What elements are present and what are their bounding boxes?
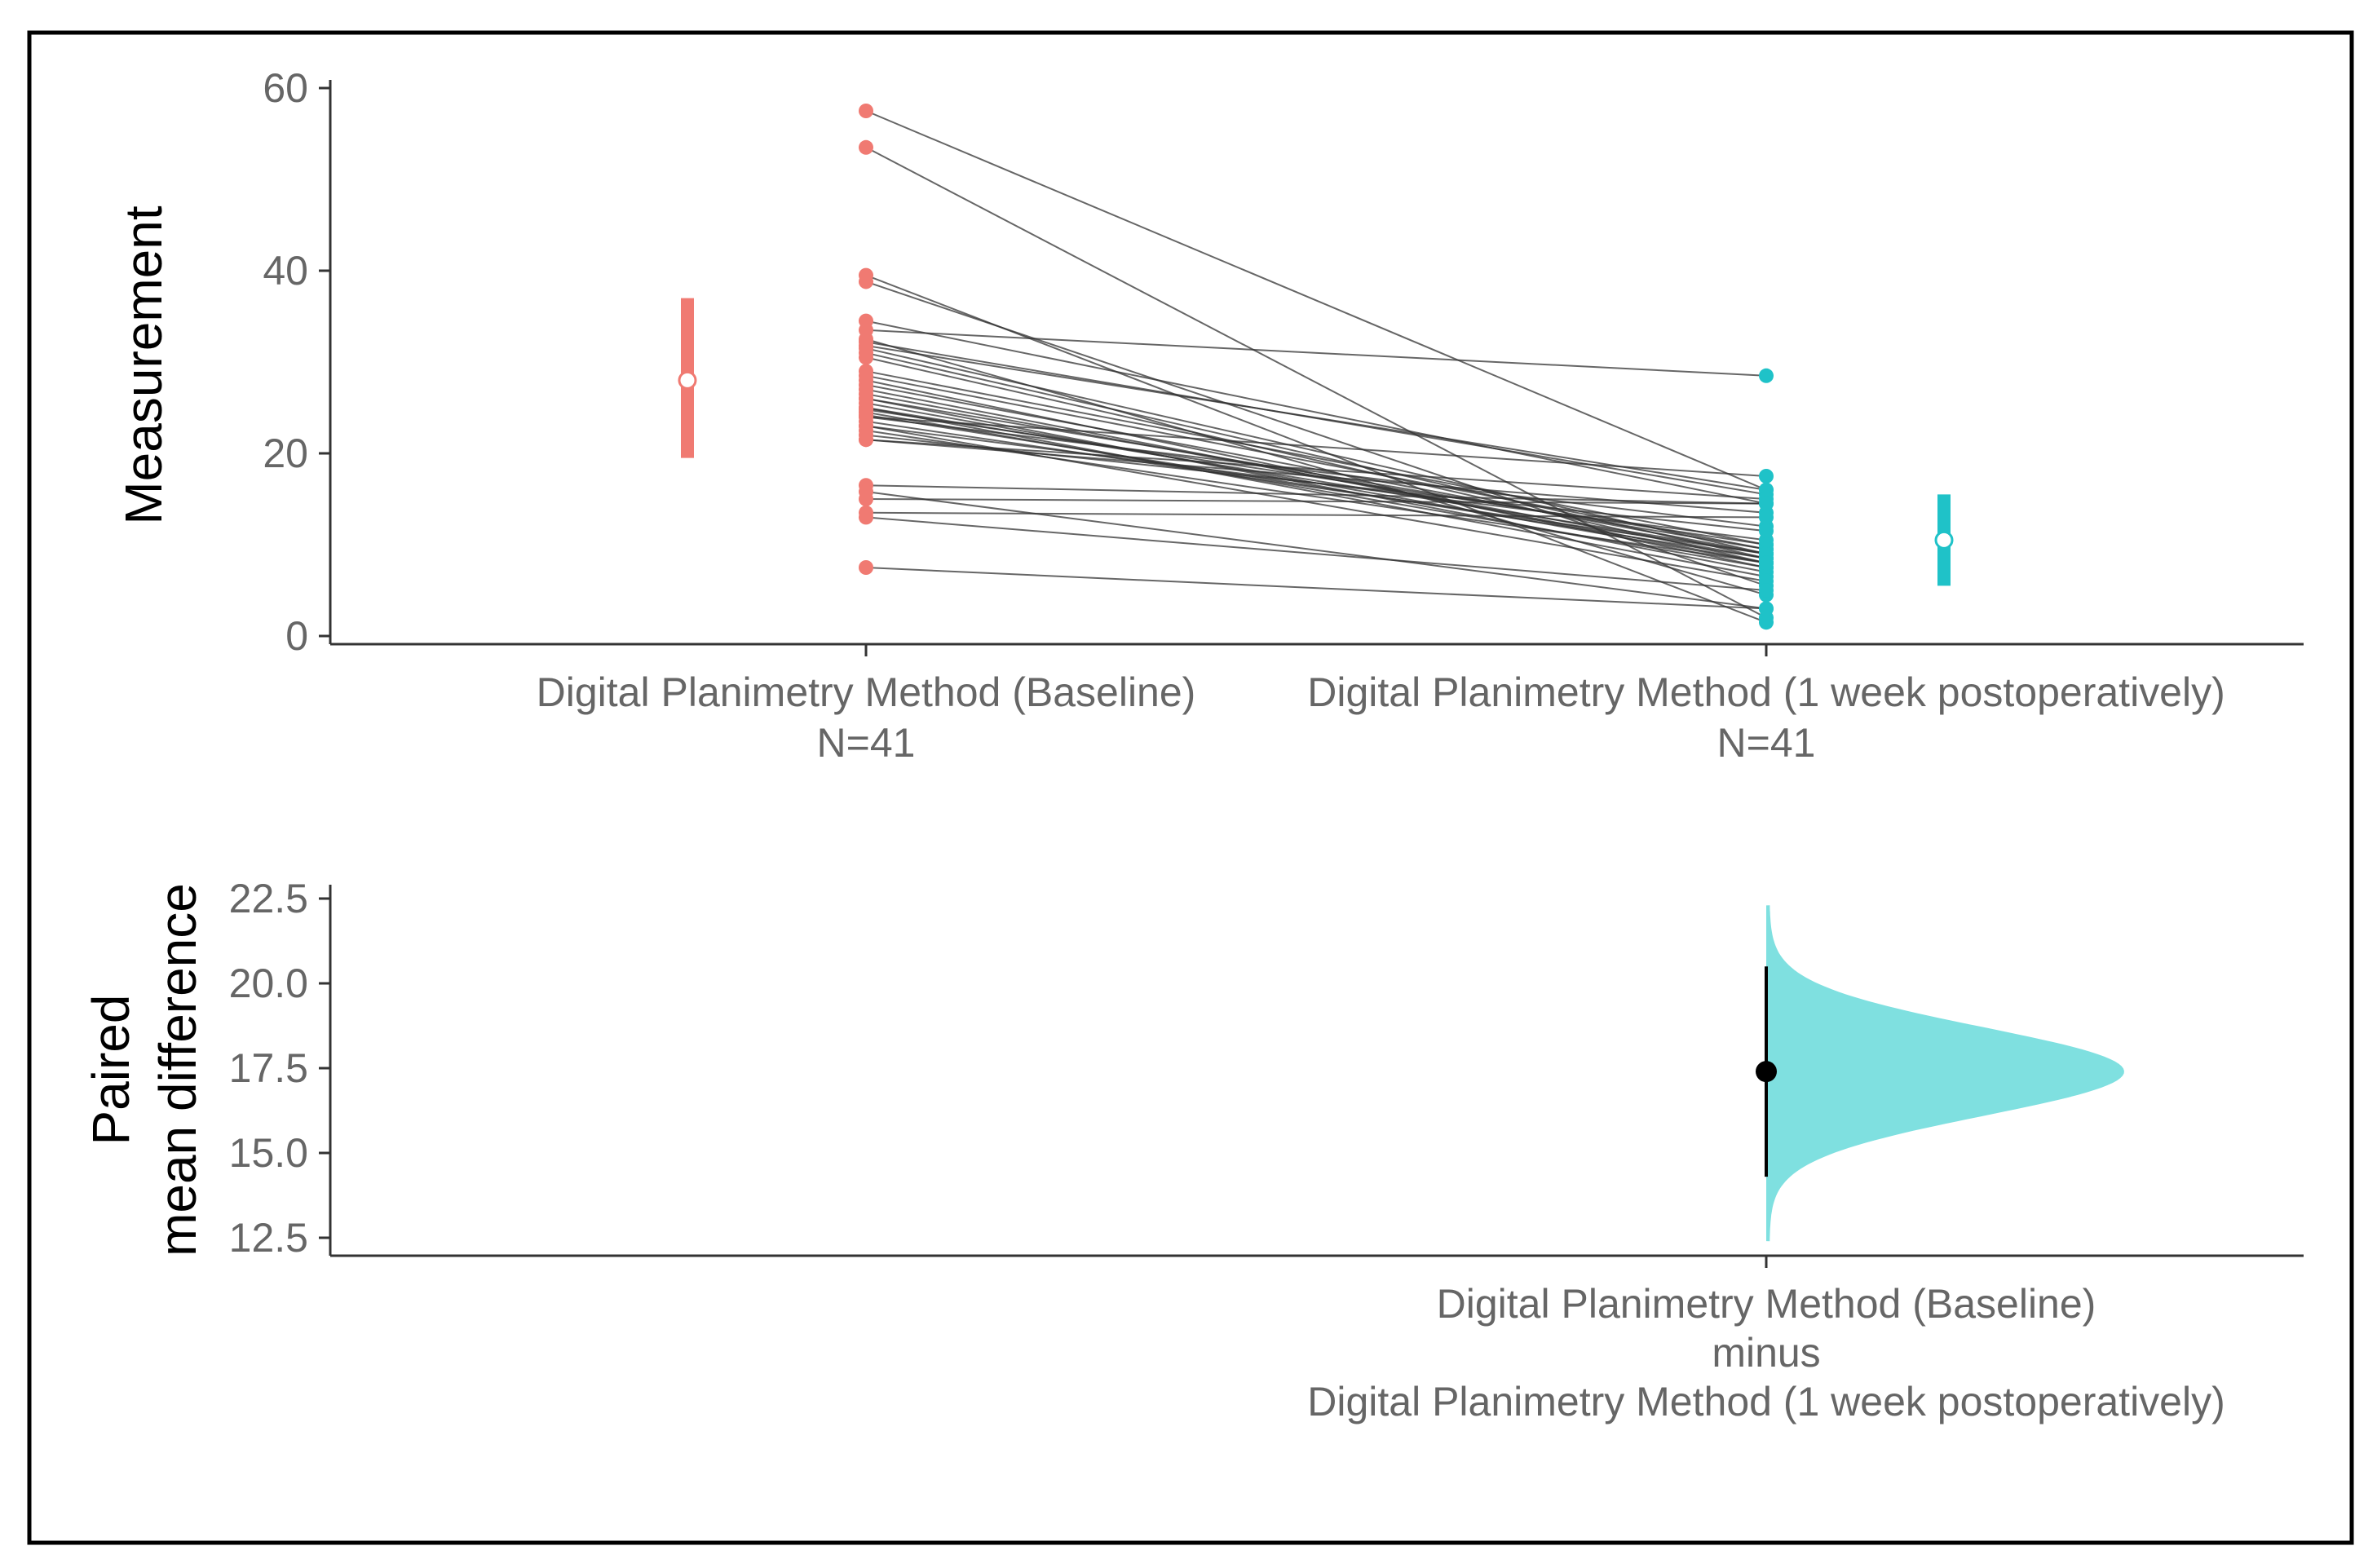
measurement-axes	[329, 80, 2304, 646]
paired-line	[865, 329, 1767, 377]
summary-mean-postop	[1934, 530, 1954, 550]
paired-line	[865, 320, 1767, 505]
paired-line	[865, 110, 1767, 491]
postop-point	[1759, 496, 1774, 511]
baseline-point	[859, 350, 873, 365]
paired-line	[865, 567, 1767, 610]
difference-y-label-line2: mean difference	[148, 883, 207, 1257]
postop-point	[1759, 510, 1774, 525]
baseline-point	[859, 104, 873, 118]
postop-point	[1759, 523, 1774, 539]
difference-axes	[329, 885, 2304, 1268]
comparison-label-line2: minus	[1712, 1330, 1820, 1376]
difference-y-tick-label: 22.5	[229, 876, 308, 921]
baseline-point	[859, 139, 873, 155]
baseline-point	[859, 560, 873, 575]
paired-line	[865, 498, 1767, 505]
paired-line	[865, 146, 1767, 619]
difference-y-tick-label: 20.0	[229, 961, 308, 1006]
paired-line	[865, 439, 1767, 500]
postop-points	[1759, 368, 1774, 630]
postop-point	[1759, 615, 1774, 630]
postop-point	[1759, 583, 1774, 598]
paired-line	[865, 516, 1767, 591]
x-tick-label-postop: Digital Planimetry Method (1 week postop…	[1307, 669, 2225, 715]
paired-line	[865, 420, 1767, 555]
baseline-point	[859, 510, 873, 525]
measurement-y-label: Measurement	[114, 205, 173, 525]
paired-line	[865, 511, 1767, 519]
measurement-y-tick-label: 40	[263, 248, 308, 294]
measurement-y-tick-label: 60	[263, 65, 308, 111]
difference-y-tick-label: 17.5	[229, 1045, 308, 1091]
group-summary-bars	[678, 298, 1954, 586]
difference-y-tick-label: 12.5	[229, 1215, 308, 1261]
paired-line	[865, 413, 1767, 559]
x-tick-n-postop: N=41	[1717, 720, 1816, 766]
summary-mean-baseline	[678, 370, 697, 390]
baseline-points	[859, 104, 873, 575]
paired-line	[865, 409, 1767, 545]
x-tick-n-baseline: N=41	[817, 720, 916, 766]
comparison-label-line1: Digital Planimetry Method (Baseline)	[1437, 1281, 2096, 1327]
measurement-y-ticks: 0 20 40 60	[263, 65, 330, 659]
paired-line	[865, 397, 1767, 550]
postop-point	[1759, 469, 1774, 484]
x-tick-label-baseline: Digital Planimetry Method (Baseline)	[537, 669, 1196, 715]
difference-y-tick-label: 15.0	[229, 1130, 308, 1176]
paired-line	[865, 484, 1767, 505]
difference-point-estimate	[1756, 1061, 1777, 1083]
paired-line	[865, 416, 1767, 528]
baseline-point	[859, 432, 873, 448]
postop-point	[1759, 368, 1774, 383]
measurement-panel: Measurement 0 20 40 60 Digital Planimetry M…	[114, 65, 2304, 766]
difference-y-ticks: 12.5 15.0 17.5 20.0 22.5	[229, 876, 330, 1261]
measurement-y-tick-label: 0	[285, 613, 308, 659]
paired-lines	[865, 110, 1767, 624]
postop-point	[1759, 555, 1774, 571]
postop-point	[1759, 601, 1774, 616]
comparison-label-line3: Digital Planimetry Method (1 week postop…	[1307, 1379, 2225, 1424]
baseline-point	[859, 492, 873, 506]
figure-border	[27, 30, 2354, 1545]
baseline-point	[859, 274, 873, 289]
paired-line	[865, 416, 1767, 477]
paired-line	[865, 491, 1767, 610]
difference-panel: Paired mean difference 12.5 15.0 17.5 20.0 2…	[82, 876, 2304, 1424]
bootstrap-density	[1766, 905, 2124, 1242]
measurement-y-tick-label: 20	[263, 431, 308, 476]
difference-y-label-line1: Paired	[82, 995, 140, 1146]
